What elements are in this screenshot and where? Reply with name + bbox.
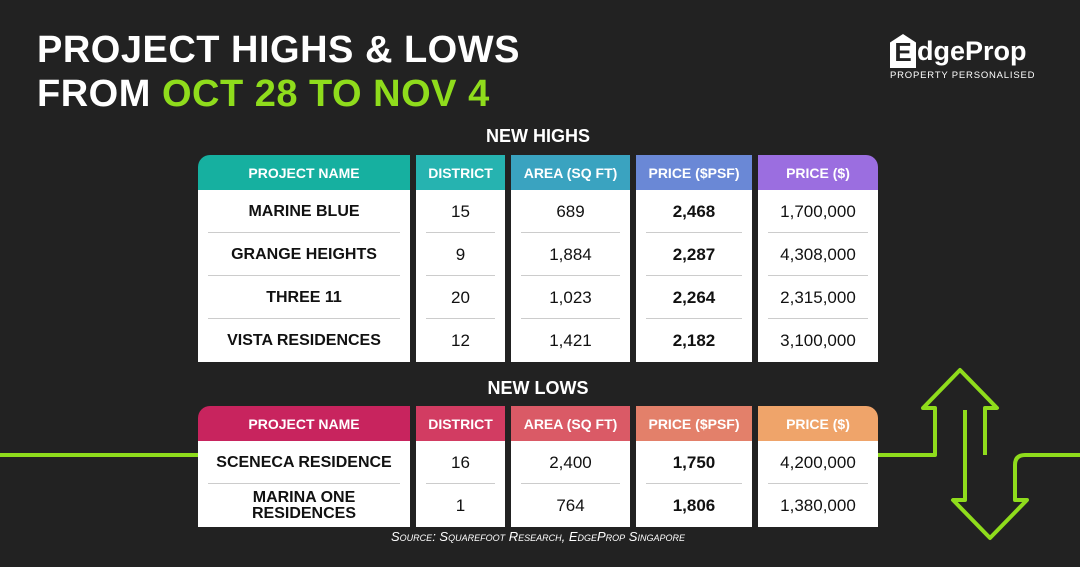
lows-heading: NEW LOWS bbox=[487, 378, 589, 398]
table-row: MARINE BLUE 15 689 2,468 1,700,000 bbox=[198, 190, 878, 233]
table-row: VISTA RESIDENCES 12 1,421 2,182 3,100,000 bbox=[198, 319, 878, 362]
column-header: DISTRICT bbox=[416, 406, 505, 441]
table-row: THREE 11 20 1,023 2,264 2,315,000 bbox=[198, 276, 878, 319]
table-cell: MARINA ONE RESIDENCES bbox=[198, 484, 410, 527]
column-header: PROJECT NAME bbox=[198, 406, 410, 441]
house-e-icon: E bbox=[890, 34, 916, 68]
table-cell: 1 bbox=[416, 484, 505, 527]
column-header: PRICE ($PSF) bbox=[636, 155, 752, 190]
column-header: PRICE ($PSF) bbox=[636, 406, 752, 441]
table-cell: 1,750 bbox=[636, 441, 752, 484]
source-note: Source: Squarefoot Research, EdgeProp Si… bbox=[391, 529, 685, 544]
lows-table: PROJECT NAME DISTRICT AREA (SQ FT) PRICE ($… bbox=[192, 406, 884, 527]
table-cell: 3,100,000 bbox=[758, 319, 878, 362]
table-cell: VISTA RESIDENCES bbox=[198, 319, 410, 362]
header-row: PROJECT NAME DISTRICT AREA (SQ FT) PRICE ($… bbox=[198, 406, 878, 441]
table-cell: 2,315,000 bbox=[758, 276, 878, 319]
table-cell: 1,884 bbox=[511, 233, 630, 276]
table-cell: 2,287 bbox=[636, 233, 752, 276]
table-cell: 16 bbox=[416, 441, 505, 484]
table-cell: 689 bbox=[511, 190, 630, 233]
table-cell: 764 bbox=[511, 484, 630, 527]
table-cell: 2,264 bbox=[636, 276, 752, 319]
table-cell: 2,400 bbox=[511, 441, 630, 484]
table-cell: GRANGE HEIGHTS bbox=[198, 233, 410, 276]
table-cell: 12 bbox=[416, 319, 505, 362]
column-header: AREA (SQ FT) bbox=[511, 155, 630, 190]
table-row: MARINA ONE RESIDENCES 1 764 1,806 1,380,000 bbox=[198, 484, 878, 527]
page-title: PROJECT HIGHS & LOWS FROM OCT 28 TO NOV … bbox=[37, 29, 520, 115]
table-cell: 1,806 bbox=[636, 484, 752, 527]
table-cell: SCENECA RESIDENCE bbox=[198, 441, 410, 484]
header-row: PROJECT NAME DISTRICT AREA (SQ FT) PRICE ($… bbox=[198, 155, 878, 190]
column-header: PROJECT NAME bbox=[198, 155, 410, 190]
table-cell: MARINE BLUE bbox=[198, 190, 410, 233]
highs-heading: NEW HIGHS bbox=[485, 126, 590, 146]
column-header: DISTRICT bbox=[416, 155, 505, 190]
table-cell: THREE 11 bbox=[198, 276, 410, 319]
table-cell: 4,308,000 bbox=[758, 233, 878, 276]
table-cell: 20 bbox=[416, 276, 505, 319]
table-cell: 4,200,000 bbox=[758, 441, 878, 484]
table-cell: 15 bbox=[416, 190, 505, 233]
table-cell: 9 bbox=[416, 233, 505, 276]
table-cell: 1,023 bbox=[511, 276, 630, 319]
column-header: PRICE ($) bbox=[758, 406, 878, 441]
table-row: SCENECA RESIDENCE 16 2,400 1,750 4,200,000 bbox=[198, 441, 878, 484]
column-header: PRICE ($) bbox=[758, 155, 878, 190]
table-cell: 1,421 bbox=[511, 319, 630, 362]
table-row: GRANGE HEIGHTS 9 1,884 2,287 4,308,000 bbox=[198, 233, 878, 276]
highs-table: PROJECT NAME DISTRICT AREA (SQ FT) PRICE ($… bbox=[192, 155, 884, 362]
table-cell: 1,380,000 bbox=[758, 484, 878, 527]
column-header: AREA (SQ FT) bbox=[511, 406, 630, 441]
table-cell: 2,182 bbox=[636, 319, 752, 362]
table-cell: 1,700,000 bbox=[758, 190, 878, 233]
table-cell: 2,468 bbox=[636, 190, 752, 233]
